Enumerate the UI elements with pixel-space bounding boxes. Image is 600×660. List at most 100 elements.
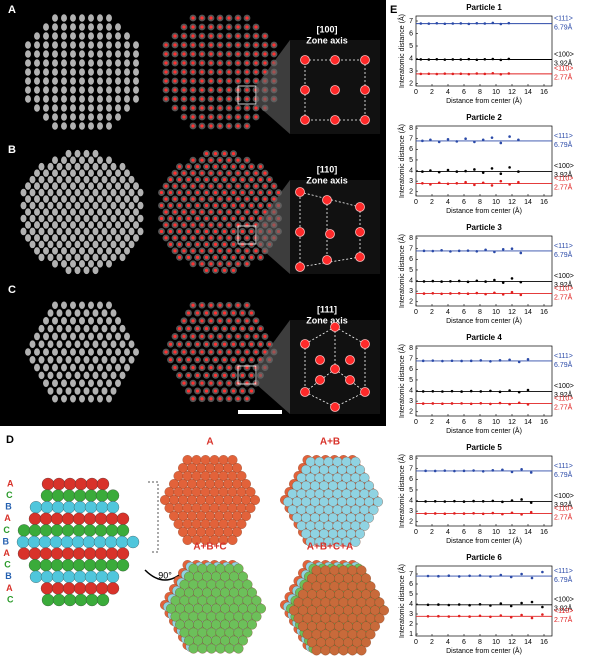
atom-blob	[115, 95, 121, 103]
atom-dot	[164, 210, 168, 214]
atom-blob	[106, 14, 112, 22]
atom-dot	[254, 350, 258, 354]
atom-blob	[70, 317, 76, 325]
atom-blob	[119, 240, 126, 249]
atom-blob	[25, 234, 31, 242]
atom-dot	[177, 255, 182, 259]
layer-atom	[52, 477, 66, 491]
atom-blob	[47, 356, 54, 364]
atom-dot	[186, 165, 191, 169]
series-name: <111>	[554, 243, 573, 250]
atom-dot	[227, 79, 231, 83]
atom-dot	[209, 158, 213, 162]
atom-blob	[43, 41, 49, 49]
y-tick-label: 3	[409, 611, 413, 618]
atom-blob	[115, 332, 121, 341]
atom-dot	[245, 16, 249, 20]
atom-dot	[245, 158, 249, 162]
atom-blob	[61, 156, 67, 164]
atom-blob	[106, 59, 112, 67]
layer-atom	[28, 547, 42, 560]
layer-atom	[85, 593, 99, 607]
atom-dot	[218, 16, 222, 20]
atom-blob	[47, 162, 54, 171]
y-tick-label: 7	[409, 246, 413, 253]
layer-atom	[105, 559, 119, 572]
atom-dot	[195, 358, 200, 362]
chart-title: Particle 5	[466, 443, 502, 452]
atom-blob	[97, 32, 103, 40]
cluster-atom	[232, 527, 242, 537]
atom-blob	[43, 32, 49, 40]
y-tick-label: 5	[409, 157, 413, 164]
atom-dot	[254, 43, 258, 47]
layer-atom	[39, 559, 53, 572]
series-name: <110>	[554, 66, 573, 73]
atom-dot	[240, 342, 245, 346]
layer-atom	[83, 559, 97, 572]
atom-blob	[61, 317, 67, 325]
atom-blob	[43, 104, 49, 112]
unit-cell-edge	[304, 326, 336, 345]
atom-blob	[92, 309, 99, 317]
layer-atom	[50, 524, 64, 537]
atom-blob	[43, 95, 49, 103]
y-tick-label: 7	[409, 136, 413, 143]
atom-dot	[164, 43, 168, 47]
atom-blob	[97, 182, 103, 190]
atom-dot	[263, 61, 267, 65]
zoom-cone	[256, 320, 290, 414]
atom-dot	[213, 389, 218, 393]
atom-blob	[119, 188, 126, 197]
atom-dot	[245, 350, 249, 354]
atom-blob	[52, 122, 58, 130]
x-tick-label: 12	[508, 199, 516, 206]
layer-atom	[40, 501, 54, 514]
atom-blob	[38, 324, 45, 333]
atom-blob	[61, 14, 67, 22]
view-label: A	[206, 437, 213, 448]
layer-atom	[106, 489, 120, 502]
atom-blob	[124, 95, 130, 103]
atom-dot	[227, 16, 231, 20]
y-tick-label: 5	[409, 487, 413, 494]
atom-dot	[218, 88, 222, 92]
atom-blob	[74, 356, 81, 364]
atom-blob	[106, 122, 112, 130]
unit-cell-edge	[304, 391, 336, 408]
atom-dot	[254, 70, 258, 74]
data-point	[530, 576, 534, 580]
atom-blob	[124, 50, 130, 58]
layer-atom	[28, 524, 42, 537]
atom-blob	[74, 214, 81, 223]
atom-dot	[200, 16, 204, 20]
atom-dot	[272, 197, 276, 201]
atom-dot	[191, 319, 195, 323]
atom-dot	[231, 152, 236, 156]
series-name: <110>	[554, 285, 573, 292]
atom-blob	[70, 221, 76, 229]
atom-dot	[168, 190, 173, 195]
atom-blob	[128, 188, 135, 197]
atom-dot	[222, 358, 227, 362]
x-tick-label: 0	[414, 419, 418, 426]
data-point	[508, 135, 511, 138]
atom-blob	[43, 208, 49, 216]
atom-dot	[222, 342, 227, 346]
x-axis-label: Distance from center (Å)	[446, 426, 522, 435]
cluster-atom	[241, 479, 251, 489]
reference-label: 2.77Å	[554, 512, 573, 521]
atom-blob	[124, 348, 130, 356]
atom-blob	[61, 247, 67, 255]
atom-blob	[124, 68, 130, 76]
atom-blob	[29, 240, 36, 249]
atom-blob	[61, 77, 67, 85]
atom-dot	[204, 177, 209, 182]
atom-dot	[227, 34, 231, 38]
atom-blob	[79, 68, 85, 76]
atom-blob	[124, 208, 130, 216]
atom-blob	[52, 14, 58, 22]
layer-atom	[83, 512, 97, 525]
atom-dot	[173, 197, 177, 201]
